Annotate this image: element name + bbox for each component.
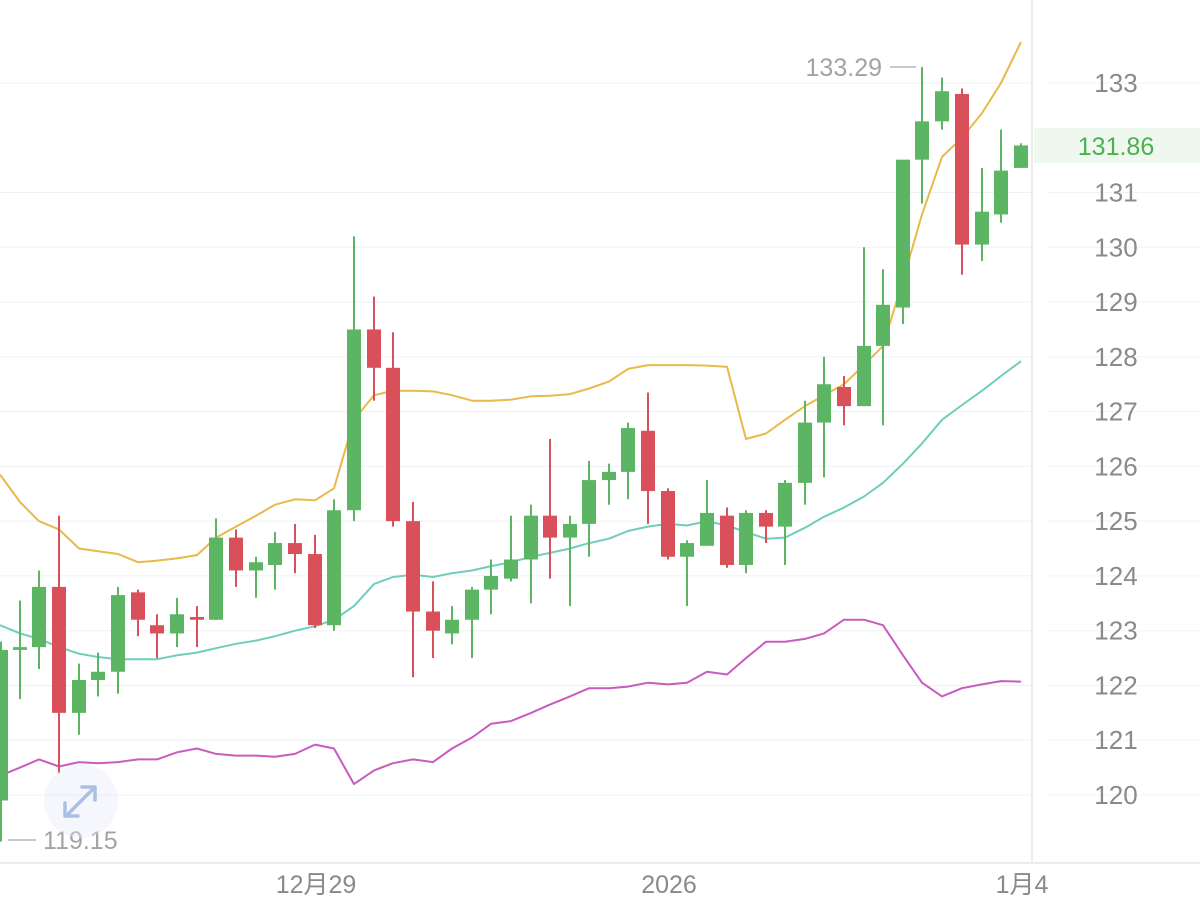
last-price-highlight: [1034, 128, 1200, 163]
x-tick-label: 12月29: [276, 871, 357, 899]
axis-frame: [0, 0, 1200, 864]
candle-down: [406, 501, 420, 678]
y-tick-label: 120: [1094, 780, 1137, 810]
lower-band-line: [0, 618, 1022, 786]
candle-up: [32, 570, 46, 670]
y-tick-label: 129: [1094, 287, 1137, 317]
low-marker-label: 119.15: [43, 827, 118, 855]
candle-down: [386, 332, 400, 527]
candle-up: [209, 518, 223, 620]
y-tick-label: 127: [1094, 397, 1137, 427]
candle-up: [817, 356, 831, 478]
candle-up: [975, 167, 989, 262]
expand-chart-button[interactable]: [44, 764, 118, 838]
y-tick-label: 123: [1094, 616, 1137, 646]
last-price-label: 131.86: [1078, 133, 1154, 161]
candle-down: [308, 534, 322, 628]
candle-up: [327, 499, 341, 631]
upper-band-line: [0, 41, 1022, 564]
candle-up: [347, 236, 361, 522]
candle-down: [661, 488, 675, 560]
y-tick-label: 126: [1094, 451, 1137, 481]
candle-up: [268, 532, 282, 590]
candles: [0, 67, 1028, 842]
candle-up: [935, 77, 949, 130]
high-low-markers: 133.29 119.15: [8, 54, 916, 855]
x-tick-label: 2026: [641, 871, 697, 899]
candle-up: [1014, 143, 1028, 168]
candle-up: [13, 600, 27, 700]
candle-up: [91, 652, 105, 697]
candle-up: [680, 540, 694, 607]
candle-up: [778, 480, 792, 565]
candle-up: [602, 463, 616, 505]
candle-down: [837, 376, 851, 426]
candle-down: [229, 529, 243, 587]
y-tick-label: 122: [1094, 670, 1137, 700]
candle-up: [876, 269, 890, 426]
candle-up: [563, 515, 577, 607]
candle-down: [759, 510, 773, 544]
candle-down: [367, 296, 381, 401]
candle-down: [150, 614, 164, 659]
x-axis: 12月29 2026 1月4: [276, 871, 1049, 899]
candle-down: [52, 515, 66, 774]
candle-up: [857, 247, 871, 407]
candle-up: [504, 515, 518, 582]
candle-up: [484, 559, 498, 615]
expand-arrows-icon: [63, 785, 97, 818]
x-tick-label: 1月4: [996, 871, 1049, 899]
y-tick-label: 131: [1094, 178, 1137, 208]
candle-up: [445, 606, 459, 645]
high-marker-label: 133.29: [806, 54, 882, 82]
candle-down: [131, 589, 145, 637]
candle-up: [621, 422, 635, 500]
candle-up: [798, 400, 812, 505]
candle-up: [524, 504, 538, 604]
candle-up: [0, 641, 8, 842]
bollinger-bands: [0, 41, 1022, 786]
candle-up: [739, 510, 753, 574]
candle-down: [190, 606, 204, 648]
y-tick-label: 128: [1094, 342, 1137, 372]
y-tick-label: 130: [1094, 232, 1137, 262]
candle-down: [641, 392, 655, 524]
candle-down: [955, 88, 969, 275]
candle-up: [170, 597, 184, 648]
candle-up: [994, 129, 1008, 223]
candle-up: [465, 586, 479, 659]
y-tick-label: 133: [1094, 68, 1137, 98]
candle-up: [249, 556, 263, 598]
candle-up: [582, 460, 596, 557]
y-axis: 120 121 122 123 124 125 126 127 128 129 130 131 133: [1094, 68, 1137, 810]
candle-down: [288, 523, 302, 574]
candle-down: [543, 439, 557, 579]
y-tick-label: 125: [1094, 506, 1137, 536]
y-tick-label: 124: [1094, 561, 1137, 591]
candle-down: [720, 507, 734, 568]
candle-up: [72, 663, 86, 735]
candle-up: [111, 586, 125, 694]
y-tick-label: 121: [1094, 725, 1137, 755]
candle-up: [700, 480, 714, 546]
grid-lines: [0, 82, 1200, 796]
candle-down: [426, 581, 440, 659]
candle-up: [896, 159, 910, 324]
candle-up: [915, 67, 929, 204]
last-price-marker: 131.86: [1034, 128, 1200, 163]
